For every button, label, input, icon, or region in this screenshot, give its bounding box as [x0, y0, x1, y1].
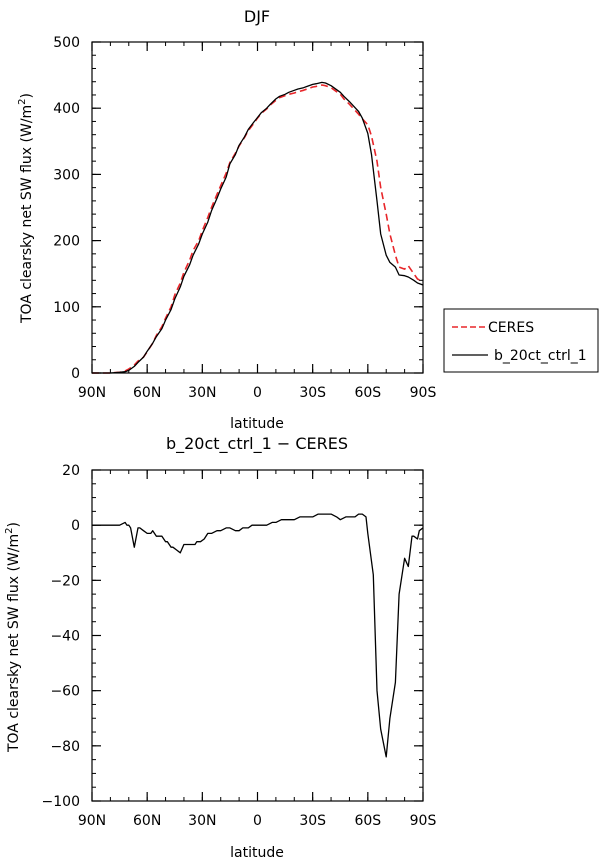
bottom-y-tick-label: −40 — [50, 629, 80, 645]
top-y-axis-label: TOA clearsky net SW flux (W/m2) — [17, 93, 35, 324]
bottom-x-tick-label: 30S — [299, 813, 326, 829]
top-x-axis-label: latitude — [230, 416, 284, 432]
top-x-tick-label: 30S — [299, 385, 326, 401]
legend: CERES b_20ct_ctrl_1 — [443, 308, 599, 373]
bottom-y-tick-label: −60 — [50, 684, 80, 700]
legend-label-model: b_20ct_ctrl_1 — [494, 348, 587, 364]
top-x-tick-label: 60S — [354, 385, 381, 401]
top-y-tick-label: 500 — [53, 35, 80, 51]
bottom-y-tick-label: 20 — [62, 463, 80, 479]
bottom-y-tick-label: −100 — [42, 794, 80, 810]
bottom-x-tick-label: 0 — [253, 813, 262, 829]
bottom-panel: b_20ct_ctrl_1 − CERES latitude TOA clear… — [4, 434, 436, 861]
top-axes-ticks: 0 100 200 300 400 500 90N 60N 30N 0 30S 60S 90S — [53, 35, 436, 401]
top-x-tick-label: 90S — [410, 385, 437, 401]
bottom-x-tick-label: 60N — [133, 813, 161, 829]
top-y-tick-label: 100 — [53, 300, 80, 316]
top-x-tick-label: 60N — [133, 385, 161, 401]
top-lines — [92, 81, 424, 374]
bottom-x-tick-label: 60S — [354, 813, 381, 829]
bottom-x-axis-label: latitude — [230, 845, 284, 861]
bottom-y-tick-label: 0 — [71, 518, 80, 534]
bottom-x-tick-label: 90S — [410, 813, 437, 829]
bottom-series-line-0 — [92, 513, 424, 758]
top-x-tick-label: 90N — [78, 385, 106, 401]
bottom-lines — [92, 513, 424, 758]
top-y-tick-label: 200 — [53, 234, 80, 250]
top-plot-frame — [91, 41, 424, 374]
top-chart-title: DJF — [244, 7, 270, 26]
top-y-tick-label: 400 — [53, 101, 80, 117]
bottom-y-tick-label: −80 — [50, 739, 80, 755]
top-x-tick-label: 0 — [253, 385, 262, 401]
legend-box — [443, 308, 599, 373]
bottom-x-tick-label: 90N — [78, 813, 106, 829]
top-series-line-1 — [92, 81, 424, 374]
bottom-plot-frame — [91, 469, 424, 802]
bottom-y-axis-label: TOA clearsky net SW flux (W/m2) — [4, 522, 22, 753]
bottom-x-tick-label: 30N — [188, 813, 216, 829]
bottom-y-tick-label: −20 — [50, 573, 80, 589]
legend-label-ceres: CERES — [488, 320, 534, 336]
top-x-tick-label: 30N — [188, 385, 216, 401]
top-series-line-0 — [92, 84, 424, 374]
bottom-axes-ticks: 20 0 −20 −40 −60 −80 −100 90N 60N 30N 0 30S 60S 90S — [42, 463, 437, 829]
bottom-chart-title: b_20ct_ctrl_1 − CERES — [166, 434, 348, 454]
top-panel: DJF latitude TOA clearsky net SW flux (W… — [17, 7, 436, 432]
top-y-tick-label: 300 — [53, 167, 80, 183]
top-y-tick-label: 0 — [71, 366, 80, 382]
